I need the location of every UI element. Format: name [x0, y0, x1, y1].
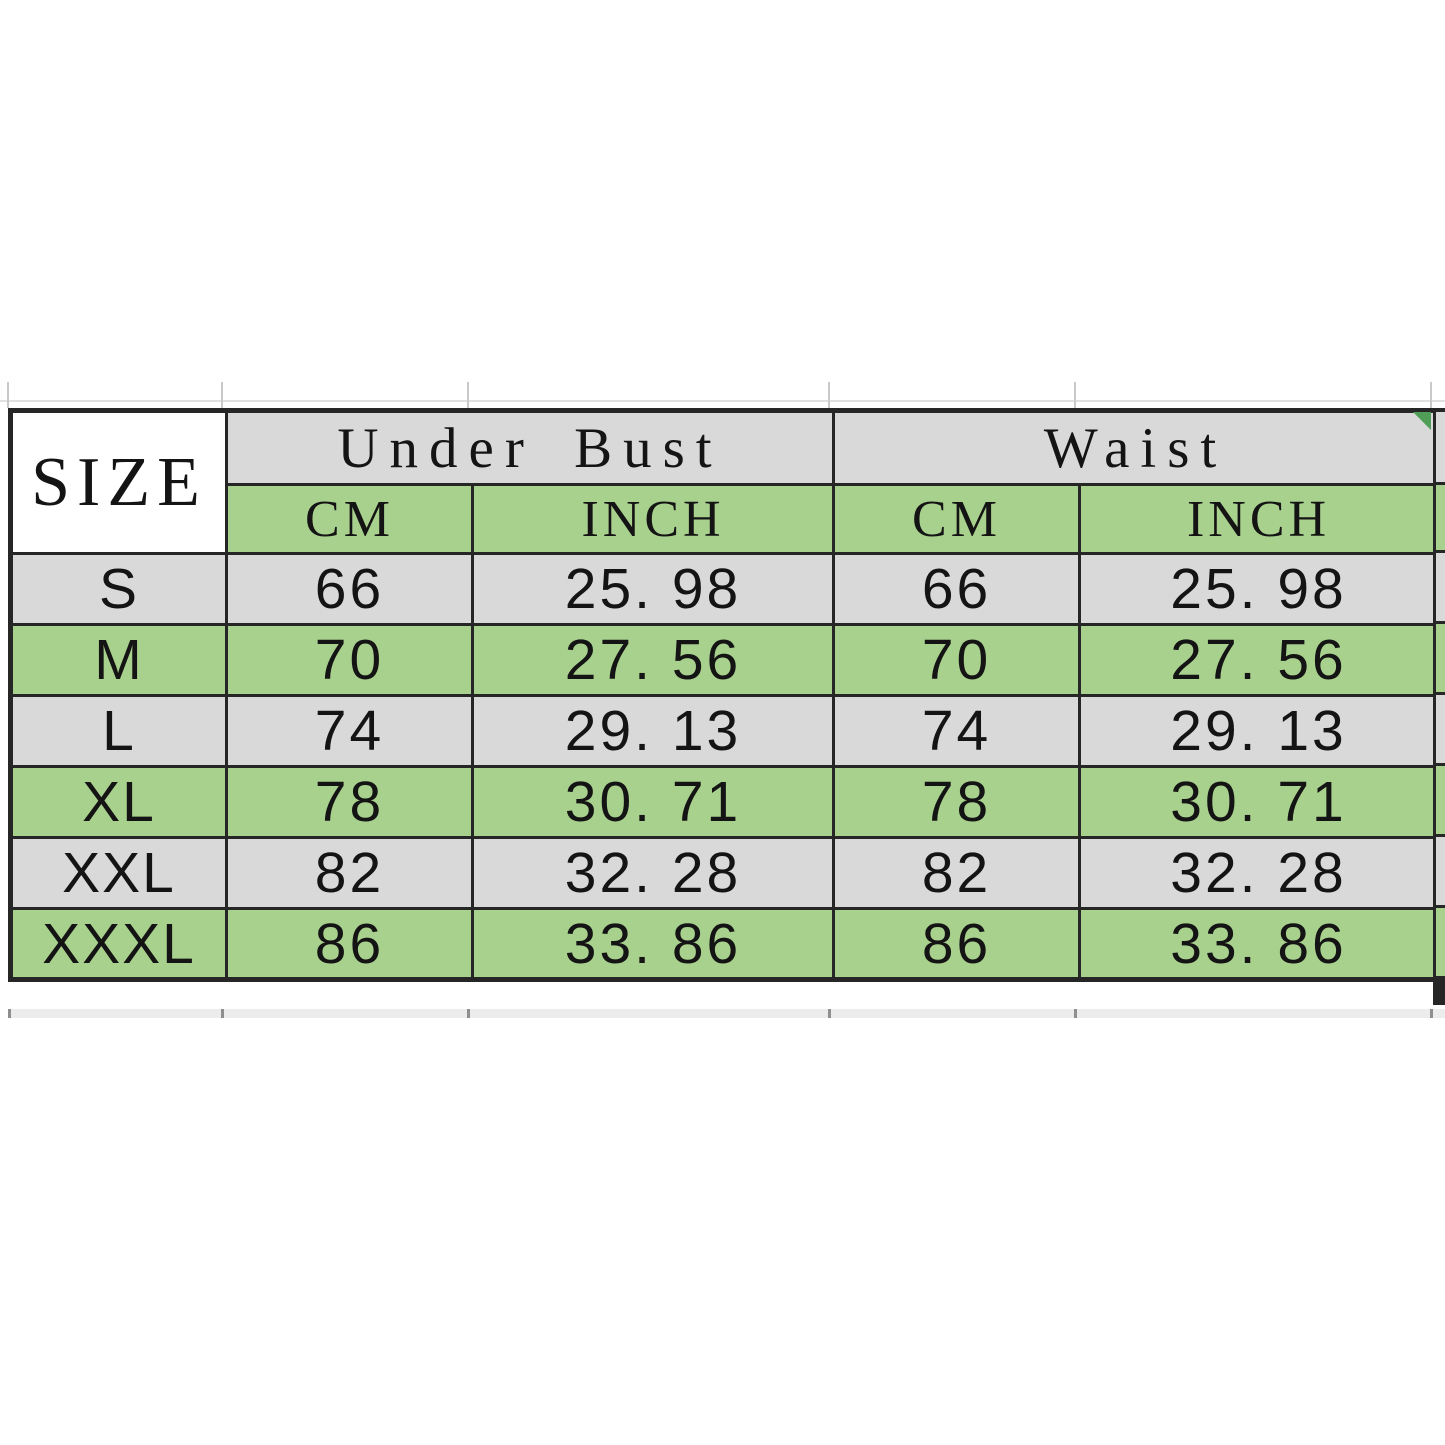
sliver-cell	[1436, 766, 1445, 834]
size-cell: M	[9, 623, 228, 697]
value-cell: 27. 56	[470, 623, 836, 697]
value-cell: 70	[832, 623, 1082, 697]
table-row: XXL 82 32. 28 82 32. 28	[9, 836, 1441, 910]
value-cell: 86	[832, 907, 1082, 981]
sliver-cell	[1436, 837, 1445, 905]
size-cell: XXL	[9, 836, 228, 910]
value-cell: 82	[832, 836, 1082, 910]
sliver-cell	[1436, 485, 1445, 550]
gridline-stub	[8, 1009, 11, 1018]
gridline-tick	[1074, 382, 1076, 408]
sliver-cell	[1436, 908, 1445, 976]
size-cell: S	[9, 552, 228, 626]
table-row: XXXL 86 33. 86 86 33. 86	[9, 907, 1441, 981]
subheader-waist-cm: CM	[832, 483, 1082, 555]
gridline-stub	[828, 1009, 831, 1018]
header-under-bust: Under Bust	[224, 409, 836, 486]
sliver-cell	[1436, 412, 1445, 482]
gridline-tick	[7, 382, 9, 408]
gridline-tick	[221, 382, 223, 408]
value-cell: 74	[832, 694, 1082, 768]
value-cell: 66	[225, 552, 474, 626]
gridline-stub	[1430, 1009, 1433, 1018]
table-row: S 66 25. 98 66 25. 98	[9, 552, 1441, 626]
header-waist: Waist	[832, 409, 1441, 486]
value-cell: 66	[832, 552, 1082, 626]
size-cell: L	[9, 694, 228, 768]
subheader-waist-inch: INCH	[1078, 483, 1441, 555]
value-cell: 78	[225, 765, 474, 839]
value-cell: 25. 98	[470, 552, 836, 626]
gridline-tick	[467, 382, 469, 408]
value-cell: 70	[225, 623, 474, 697]
table-row: XL 78 30. 71 78 30. 71	[9, 765, 1441, 839]
value-cell: 74	[225, 694, 474, 768]
value-cell: 86	[225, 907, 474, 981]
header-size: SIZE	[9, 409, 228, 555]
value-cell: 27. 56	[1078, 623, 1441, 697]
value-cell: 32. 28	[1078, 836, 1441, 910]
value-cell: 78	[832, 765, 1082, 839]
value-cell: 25. 98	[1078, 552, 1441, 626]
value-cell: 30. 71	[470, 765, 836, 839]
table-row: L 74 29. 13 74 29. 13	[9, 694, 1441, 768]
table-row: M 70 27. 56 70 27. 56	[9, 623, 1441, 697]
value-cell: 29. 13	[470, 694, 836, 768]
value-cell: 33. 86	[470, 907, 836, 981]
gridline-horizontal	[0, 400, 1445, 402]
gridline-stub	[221, 1009, 224, 1018]
value-cell: 33. 86	[1078, 907, 1441, 981]
size-cell: XL	[9, 765, 228, 839]
value-cell: 82	[225, 836, 474, 910]
sliver-cell	[1436, 695, 1445, 763]
corner-marker-triangle-icon	[1413, 412, 1431, 430]
size-cell: XXXL	[9, 907, 228, 981]
size-chart-table: SIZE Under Bust Waist CM INCH CM INCH S …	[8, 408, 1442, 982]
value-cell: 30. 71	[1078, 765, 1441, 839]
sliver-cell	[1436, 553, 1445, 621]
value-cell: 29. 13	[1078, 694, 1441, 768]
subheader-bust-inch: INCH	[470, 483, 836, 555]
clipped-row-sliver	[8, 1009, 1445, 1018]
sliver-cell	[1436, 624, 1445, 692]
subheader-bust-cm: CM	[225, 483, 474, 555]
gridline-tick	[1430, 382, 1432, 408]
gridline-stub	[1074, 1009, 1077, 1018]
value-cell: 32. 28	[470, 836, 836, 910]
gridline-stub	[467, 1009, 470, 1018]
clipped-column-sliver	[1433, 408, 1445, 1005]
gridline-tick	[828, 382, 830, 408]
